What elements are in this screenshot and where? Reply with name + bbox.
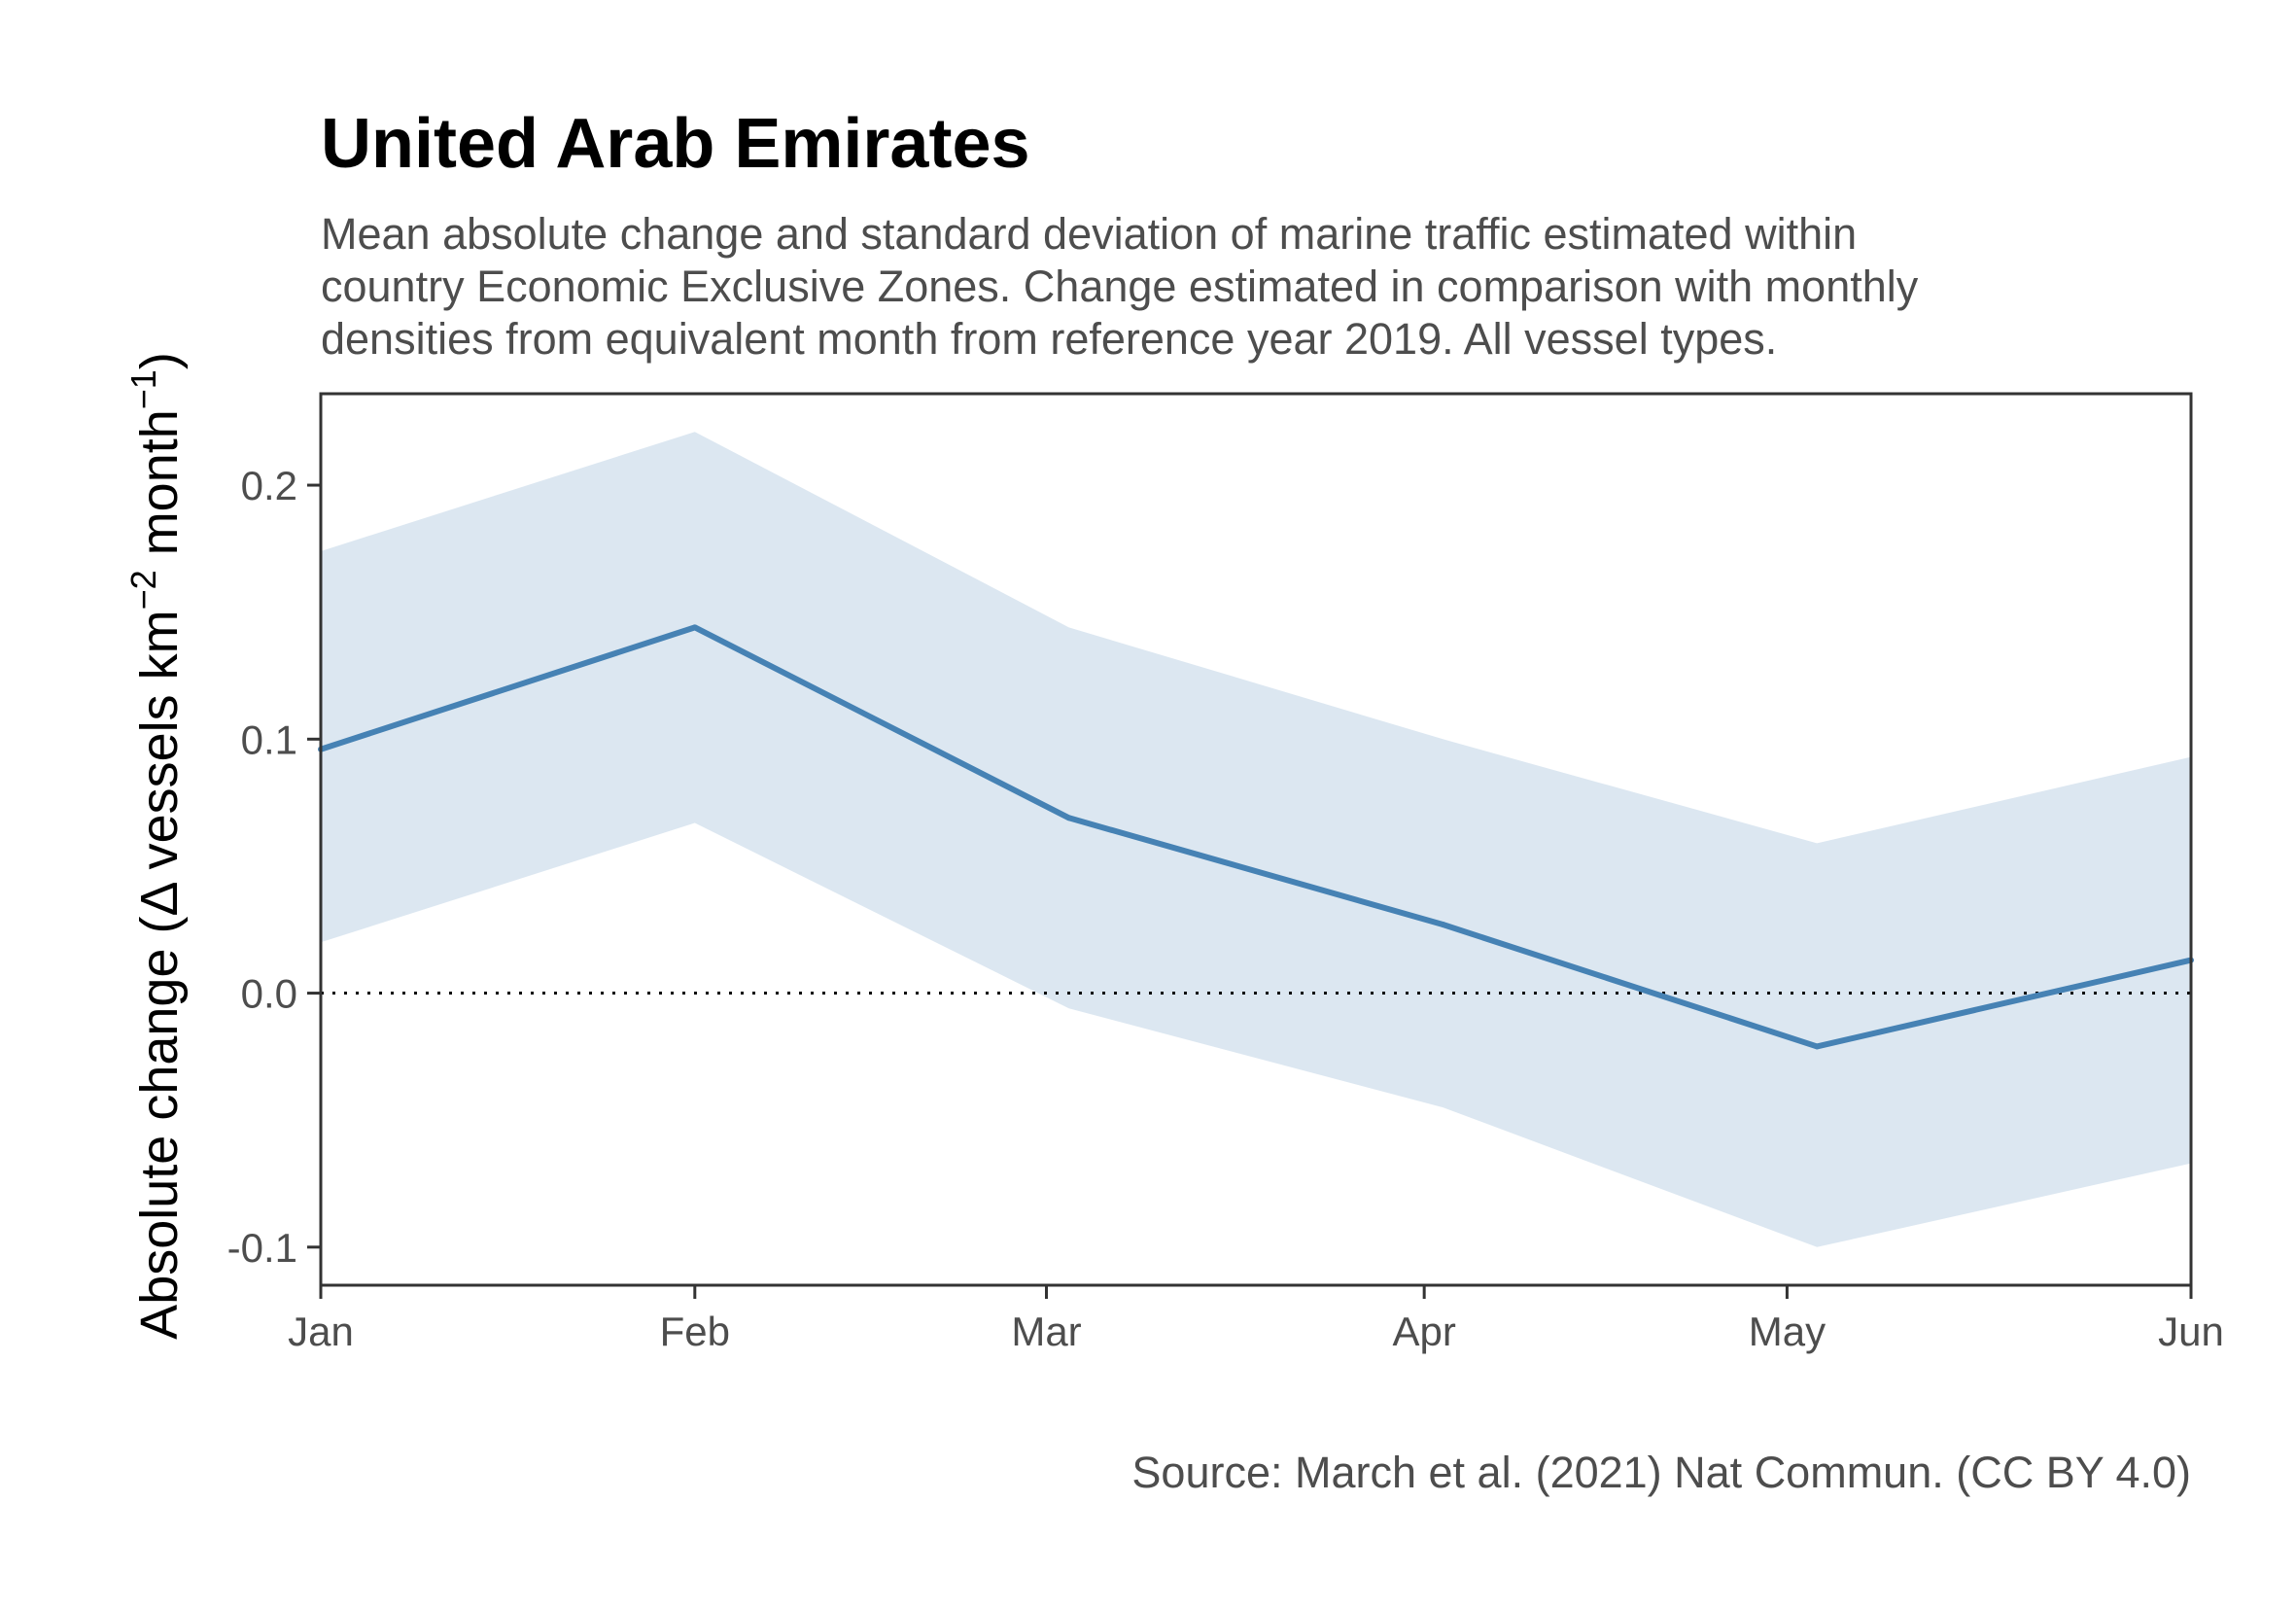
y-axis-title: Absolute change (Δ vessels km−2 month−1) [123,352,189,1340]
y-axis: -0.1 0.0 0.1 0.2 [227,463,321,1271]
y-axis-title-vessels-km: vessels km [130,610,189,884]
x-tick-label-may: May [1749,1309,1826,1354]
x-tick-label-feb: Feb [660,1309,730,1354]
y-tick-label: 0.1 [241,716,297,762]
chart-subtitle: Mean absolute change and standard deviat… [321,209,1919,364]
subtitle-line-2: country Economic Exclusive Zones. Change… [321,262,1919,311]
y-axis-title-delta: Δ [130,883,189,917]
data-point-apr [1440,922,1446,928]
data-point-mar [1065,815,1072,821]
x-axis: Jan Feb Mar Apr May Jun [288,1285,2224,1354]
x-tick-label-jun: Jun [2158,1309,2224,1354]
plot-area [318,392,2194,1287]
subtitle-line-1: Mean absolute change and standard deviat… [321,209,1857,259]
y-tick-label: -0.1 [227,1225,297,1271]
mean-line [320,624,2192,1050]
subtitle-line-3: densities from equivalent month from ref… [321,314,1777,364]
x-tick-label-mar: Mar [1011,1309,1081,1354]
y-tick-label: 0.0 [241,971,297,1017]
sd-ribbon [321,432,2191,1247]
y-tick-label: 0.2 [241,463,297,508]
y-axis-title-prefix: Absolute change ( [130,916,189,1339]
x-tick-label-jan: Jan [288,1309,354,1354]
chart-title: United Arab Emirates [321,105,1030,183]
y-axis-title-exponent-1: −2 [123,570,163,610]
data-point-may [1814,1043,1821,1050]
chart-caption: Source: March et al. (2021) Nat Commun. … [1131,1448,2191,1497]
x-tick-label-apr: Apr [1392,1309,1455,1354]
y-axis-title-exponent-2: −1 [123,369,163,409]
y-axis-title-month: month [130,409,189,570]
panel-border [319,392,2193,1287]
data-point-feb [691,624,698,631]
y-axis-title-suffix: ) [130,352,189,369]
